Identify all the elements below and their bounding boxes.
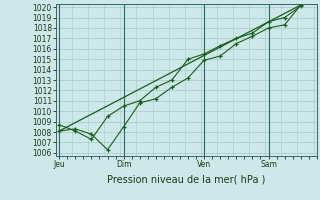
- X-axis label: Pression niveau de la mer( hPa ): Pression niveau de la mer( hPa ): [107, 175, 266, 185]
